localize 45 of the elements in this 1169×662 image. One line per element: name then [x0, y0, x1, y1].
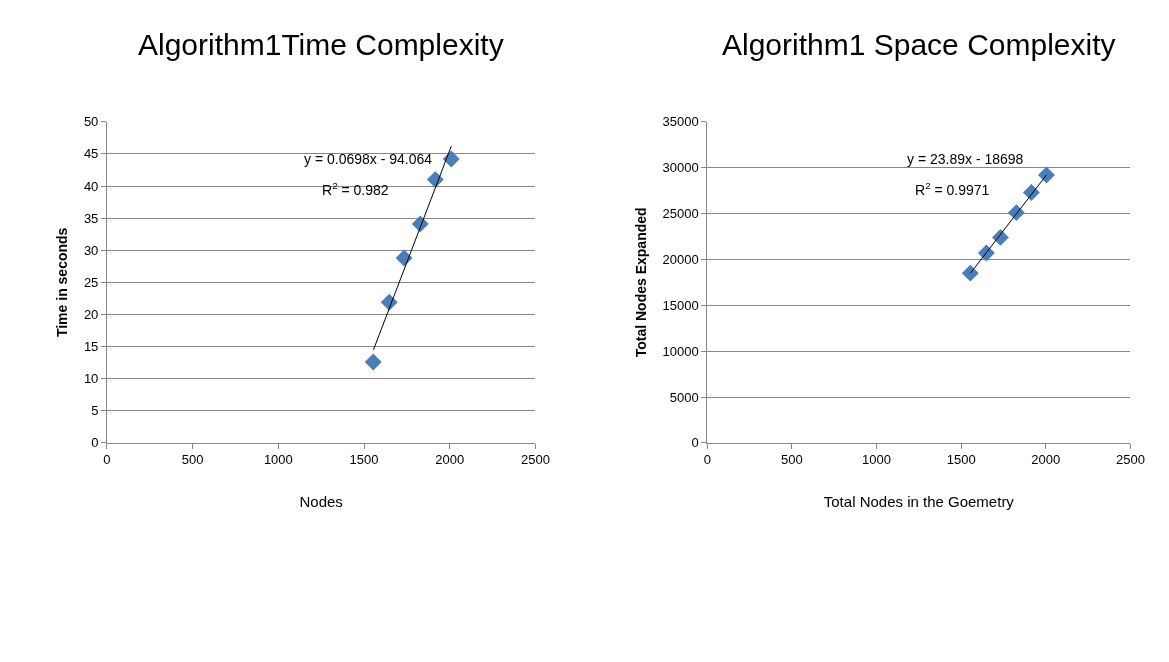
x-tick-label: 1500: [349, 452, 379, 468]
x-axis-title: Nodes: [299, 493, 343, 511]
annotation: y = 0.0698x - 94.064: [304, 151, 433, 167]
x-tick-label: 500: [781, 452, 803, 468]
annotation: R$^{2}$ = 0.982: [322, 180, 389, 198]
y-tick-label: 30: [83, 242, 99, 258]
x-tick-label: 2000: [435, 452, 465, 468]
y-tick-label: 35: [83, 210, 99, 226]
chart-title: Algorithm1Time Complexity: [138, 28, 504, 61]
x-tick-label: 2500: [1115, 452, 1145, 468]
y-axis-title: Total Nodes Expanded: [633, 207, 650, 358]
y-tick-label: 40: [83, 178, 99, 194]
y-tick-label: 45: [83, 146, 99, 162]
chart-title: Algorithm1 Space Complexity: [722, 28, 1116, 61]
y-tick-label: 25: [83, 274, 99, 290]
x-tick-label: 0: [103, 452, 111, 468]
y-tick-label: 20: [83, 307, 99, 322]
x-tick-label: 2500: [520, 452, 550, 468]
y-tick-label: 30000: [662, 160, 699, 176]
x-tick-label: 1000: [263, 452, 293, 468]
y-axis-title: Time in seconds: [54, 227, 71, 338]
y-tick-label: 0: [691, 435, 699, 451]
annotation: R$^{2}$ = 0.9971: [915, 180, 990, 198]
y-tick-label: 35000: [662, 114, 699, 130]
point: [364, 353, 382, 371]
y-tick-label: 15: [83, 339, 99, 355]
y-tick-label: 0: [91, 435, 99, 451]
y-tick-label: 5: [91, 403, 99, 419]
annotation: y = 23.89x - 18698: [907, 151, 1024, 167]
point: [442, 150, 460, 168]
y-tick-label: 15000: [662, 297, 699, 313]
x-tick-label: 500: [181, 452, 204, 468]
y-tick-label: 5000: [669, 389, 699, 405]
y-tick-label: 20000: [662, 251, 699, 267]
point: [961, 264, 979, 282]
x-tick-label: 0: [703, 452, 711, 468]
y-tick-label: 25000: [662, 206, 699, 222]
x-tick-label: 1000: [862, 452, 891, 468]
point: [395, 249, 413, 267]
x-tick-label: 1500: [946, 452, 976, 468]
y-tick-label: 50: [83, 114, 99, 130]
x-axis-title: Total Nodes in the Goemetry: [823, 493, 1015, 511]
x-tick-label: 2000: [1031, 452, 1061, 468]
y-tick-label: 10000: [662, 343, 699, 359]
y-tick-label: 10: [83, 371, 99, 387]
